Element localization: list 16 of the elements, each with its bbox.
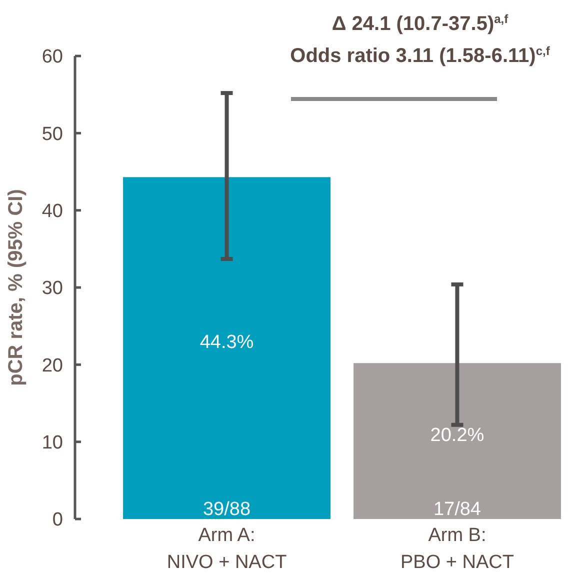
y-tick-label: 50 <box>42 124 63 145</box>
annotation: 17/84 <box>433 499 482 520</box>
y-tick-label: 10 <box>42 432 63 454</box>
y-tick-label: 30 <box>42 278 63 300</box>
y-tick-label: 60 <box>42 46 63 68</box>
data-label: 44.3% <box>200 332 254 354</box>
x-tick-label: Arm B: PBO + NACT <box>400 525 514 573</box>
data-label: 20.2% <box>430 425 484 446</box>
y-axis-title: pCR rate, % (95% CI) <box>5 189 27 386</box>
y-tick-label: 0 <box>52 510 63 531</box>
y-tick-label: 20 <box>42 355 63 376</box>
annotation: Odds ratio 3.11 (1.58-6.11)$^{c,f}$ <box>290 44 551 67</box>
text: Δ 24.1 (10.7-37.5)$^{a,f}$ <box>332 12 510 35</box>
y-tick-label: 40 <box>42 200 63 222</box>
x-tick-label: Arm A: NIVO + NACT <box>166 525 288 573</box>
annotation: 39/88 <box>202 499 251 520</box>
